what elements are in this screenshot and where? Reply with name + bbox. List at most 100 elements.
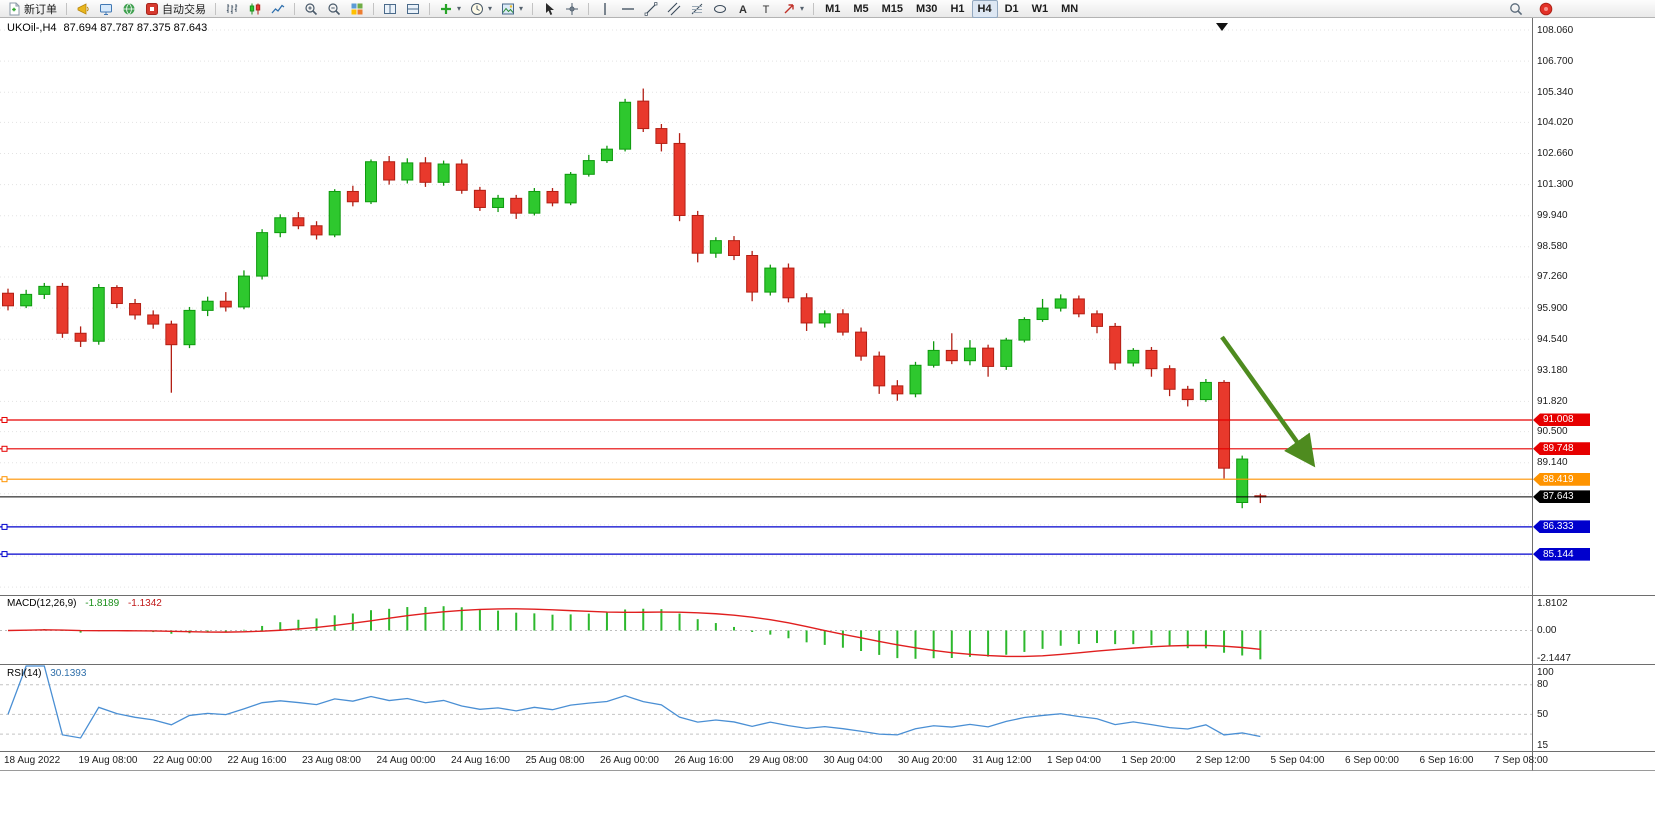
tf-W1-label: W1 — [1031, 2, 1049, 15]
dropdown-arrow-icon[interactable]: ▾ — [800, 4, 805, 13]
cursor-icon — [542, 2, 556, 16]
zoom-in-icon — [304, 2, 318, 16]
toolbar-separator — [588, 2, 590, 15]
templates-button[interactable]: ▾ — [497, 0, 527, 18]
tf-W1-button[interactable]: W1 — [1026, 0, 1055, 18]
fibonacci-tool-button[interactable] — [686, 0, 708, 18]
text-tool-button[interactable]: A — [732, 0, 754, 18]
horn-icon — [76, 2, 90, 16]
bar-chart-mode-button[interactable] — [221, 0, 243, 18]
shapes-tool-button[interactable] — [709, 0, 731, 18]
tf-D1-button[interactable]: D1 — [999, 0, 1025, 18]
arrow-mark-icon — [782, 2, 796, 16]
linechart-icon — [271, 2, 285, 16]
chart-canvas[interactable] — [0, 18, 1655, 816]
toolbar-separator — [373, 2, 374, 15]
ellipse-icon — [713, 2, 727, 16]
tf-M15-button[interactable]: M15 — [876, 0, 909, 18]
trendline-tool-button[interactable] — [640, 0, 662, 18]
horizontal-level-line[interactable] — [0, 416, 1532, 423]
line-chart-mode-button[interactable] — [267, 0, 289, 18]
crosshair-tool-button[interactable] — [561, 0, 583, 18]
vertical-line-tool-button[interactable] — [594, 0, 616, 18]
tf-MN-label: MN — [1061, 2, 1079, 15]
tf-M30-label: M30 — [916, 2, 938, 15]
toolbar-right — [1505, 0, 1557, 18]
tile-windows-button[interactable] — [379, 0, 401, 18]
announcements-button[interactable] — [72, 0, 94, 18]
crosshair-icon — [565, 2, 579, 16]
candlestick-mode-button[interactable] — [244, 0, 266, 18]
channel-icon — [667, 2, 681, 16]
trend-arrow-annotation[interactable] — [1220, 335, 1316, 468]
tf-H4-button[interactable]: H4 — [971, 0, 998, 18]
zoom-in-button[interactable] — [300, 0, 322, 18]
clock-icon — [470, 2, 484, 16]
toolbar-separator — [429, 2, 430, 15]
periods-button[interactable]: ▾ — [466, 0, 496, 18]
bars-icon — [225, 2, 239, 16]
tf-MN-button[interactable]: MN — [1055, 0, 1084, 18]
horizontal-level-line[interactable] — [0, 445, 1532, 452]
tf-H1-label: H1 — [950, 2, 965, 15]
line-handle[interactable] — [1, 476, 8, 483]
horizontal-level-line[interactable] — [0, 523, 1532, 530]
tf-M30-button[interactable]: M30 — [910, 0, 943, 18]
badge-dot-icon — [1539, 2, 1553, 16]
toolbar-separator — [813, 2, 815, 15]
vline-icon — [598, 2, 612, 16]
tf-M5-button[interactable]: M5 — [847, 0, 874, 18]
new-chart-button[interactable] — [346, 0, 368, 18]
svg-text:A: A — [739, 4, 747, 16]
trend-icon — [644, 1, 658, 16]
tf-M1-label: M1 — [825, 2, 841, 15]
toolbar-buttons: 新订单 自动交易 ▾ ▾ ▾ A T ▾ M1 M5 M15 M30 H1 H4 D1 W1 MN — [3, 0, 1084, 18]
new-order-button[interactable]: 新订单 — [3, 0, 61, 18]
cascade-windows-button[interactable] — [402, 0, 424, 18]
globe-icon — [122, 2, 136, 16]
text-label-tool-button[interactable]: T — [755, 0, 777, 18]
price-grid — [0, 29, 1532, 588]
tf-M1-button[interactable]: M1 — [819, 0, 846, 18]
tile2-icon — [406, 2, 420, 16]
zoom-out-button[interactable] — [323, 0, 345, 18]
autotrading-button[interactable]: 自动交易 — [141, 0, 210, 18]
monitor-icon — [99, 2, 113, 16]
arrows-tool-button[interactable]: ▾ — [778, 0, 808, 18]
search-button[interactable] — [1505, 0, 1527, 18]
dropdown-arrow-icon[interactable]: ▾ — [488, 4, 493, 13]
tf-H1-button[interactable]: H1 — [944, 0, 970, 18]
tf-M15-label: M15 — [881, 2, 904, 15]
toolbar-separator — [294, 2, 295, 15]
zoom-out-icon — [327, 2, 341, 16]
tile1-icon — [383, 2, 397, 16]
dropdown-arrow-icon[interactable]: ▾ — [457, 4, 462, 13]
dropdown-arrow-icon[interactable]: ▾ — [519, 4, 524, 13]
horizontal-level-line[interactable] — [0, 551, 1532, 558]
svg-text:T: T — [763, 4, 770, 16]
autotrade-stop-icon — [145, 2, 159, 16]
line-handle[interactable] — [1, 551, 8, 558]
mql-community-button[interactable] — [118, 0, 140, 18]
macd-signal-line — [7, 608, 1261, 658]
rsi-line — [7, 665, 1261, 739]
horizontal-line-tool-button[interactable] — [617, 0, 639, 18]
fibo-icon — [690, 2, 704, 16]
line-handle[interactable] — [1, 445, 8, 452]
notifications-button[interactable] — [1535, 0, 1557, 18]
line-handle[interactable] — [1, 523, 8, 530]
autotrading-label: 自动交易 — [162, 3, 206, 16]
main-toolbar: 新订单 自动交易 ▾ ▾ ▾ A T ▾ M1 M5 M15 M30 H1 H4 D1 W1 MN — [0, 0, 1655, 18]
line-handle[interactable] — [1, 416, 8, 423]
hline-icon — [621, 2, 635, 16]
template-icon — [501, 2, 515, 16]
market-watch-button[interactable] — [95, 0, 117, 18]
plus-green-icon — [439, 2, 453, 16]
toolbar-separator — [66, 2, 67, 15]
cursor-tool-button[interactable] — [538, 0, 560, 18]
candlesticks — [2, 88, 1267, 509]
horizontal-level-line[interactable] — [0, 476, 1532, 483]
channel-tool-button[interactable] — [663, 0, 685, 18]
add-indicator-button[interactable]: ▾ — [435, 0, 465, 18]
